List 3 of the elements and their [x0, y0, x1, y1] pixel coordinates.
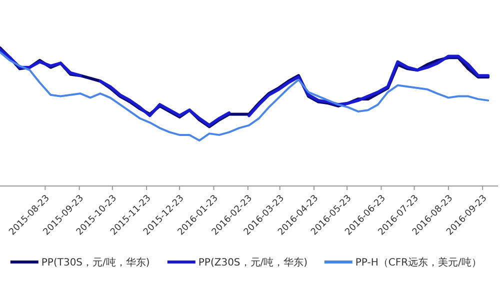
- legend-label: PP(T30S，元/吨，华东): [41, 256, 150, 268]
- legend-label: PP-H（CFR远东，美元/吨）: [355, 256, 482, 268]
- legend-label: PP(Z30S，元/吨，华东): [198, 256, 308, 268]
